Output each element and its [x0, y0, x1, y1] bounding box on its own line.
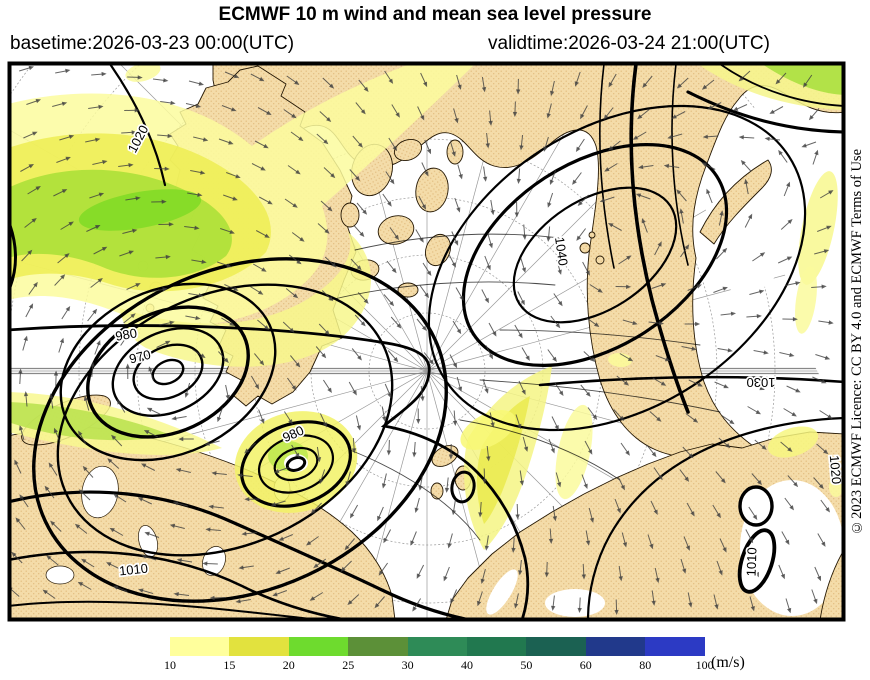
- legend-tick: 80: [639, 658, 652, 672]
- legend-tick: 20: [282, 658, 295, 672]
- legend-tick: 100: [695, 658, 714, 672]
- meridian-line: [360, 370, 428, 618]
- legend-tick: 60: [579, 658, 592, 672]
- legend-band: [348, 637, 408, 656]
- isobar-contours: [11, 65, 842, 618]
- pressure-label: 970: [128, 347, 153, 367]
- legend-band: [288, 637, 349, 656]
- pressure-label: 1010: [118, 561, 148, 579]
- legend-units-label: (m/s): [711, 654, 745, 671]
- legend-tick: 50: [520, 658, 533, 672]
- pressure-label: 1010: [744, 547, 760, 576]
- wind-arrows: [11, 65, 834, 615]
- page-title: ECMWF 10 m wind and mean sea level press…: [218, 4, 652, 25]
- legend-tick: 10: [164, 658, 176, 672]
- pressure-label: 1020: [827, 455, 844, 485]
- wind-speed-legend: 10 15 20 25 30 40 50 60 80 100 (m/s): [0, 630, 870, 678]
- legend-band: [585, 637, 646, 656]
- legend-band: [645, 637, 705, 656]
- legend-tick: 25: [342, 658, 355, 672]
- map-frame-border: [7, 61, 846, 622]
- basetime-label: basetime:2026-03-23 00:00(UTC): [10, 33, 295, 54]
- legend-band: [170, 637, 230, 656]
- legend-tick: 30: [401, 658, 414, 672]
- pressure-label: 1030: [747, 375, 776, 390]
- pressure-label: 1040: [552, 236, 571, 267]
- legend-band: [467, 637, 527, 656]
- legend-band: [229, 637, 289, 656]
- wind-arrow-shafts: [11, 67, 831, 612]
- legend-band: [526, 637, 586, 656]
- meridian-line: [426, 259, 842, 372]
- legend-tick: 40: [461, 658, 473, 672]
- pressure-label: 980: [114, 325, 138, 344]
- copyright-text: ©2023 ECMWF Licence: CC BY 4.0 and ECMWF…: [848, 149, 865, 535]
- legend-tick: 15: [223, 658, 236, 672]
- legend-band: [407, 637, 467, 656]
- validtime-label: validtime:2026-03-24 21:00(UTC): [488, 33, 770, 54]
